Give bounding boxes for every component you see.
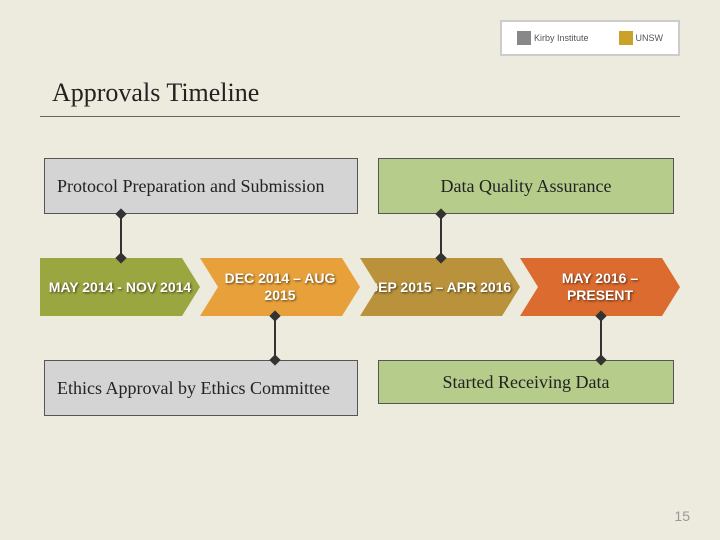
logo-bar: Kirby Institute UNSW: [500, 20, 680, 56]
title-divider: [40, 116, 680, 117]
logo-unsw-text: UNSW: [636, 33, 664, 43]
connector-1: [440, 214, 442, 258]
kirby-mark-icon: [517, 31, 531, 45]
phase-receiving-data: Started Receiving Data: [378, 360, 674, 404]
timeline-step-label: SEP 2015 – APR 2016: [361, 279, 519, 296]
timeline-step-3: MAY 2016 – PRESENT: [520, 258, 680, 316]
timeline-step-0: MAY 2014 - NOV 2014: [40, 258, 200, 316]
timeline-step-label: MAY 2016 – PRESENT: [520, 270, 680, 304]
timeline-arrow-row: MAY 2014 - NOV 2014DEC 2014 – AUG 2015SE…: [40, 258, 680, 316]
phase-data-quality-label: Data Quality Assurance: [441, 176, 612, 197]
phase-data-quality: Data Quality Assurance: [378, 158, 674, 214]
phase-receiving-data-label: Started Receiving Data: [443, 372, 610, 393]
logo-kirby: Kirby Institute: [517, 31, 589, 45]
phase-protocol-prep: Protocol Preparation and Submission: [44, 158, 358, 214]
phase-ethics-approval-label: Ethics Approval by Ethics Committee: [57, 378, 330, 399]
timeline-step-label: DEC 2014 – AUG 2015: [200, 270, 360, 304]
connector-3: [600, 316, 602, 360]
timeline-step-2: SEP 2015 – APR 2016: [360, 258, 520, 316]
phase-ethics-approval: Ethics Approval by Ethics Committee: [44, 360, 358, 416]
connector-2: [274, 316, 276, 360]
page-number: 15: [674, 508, 690, 524]
timeline-step-1: DEC 2014 – AUG 2015: [200, 258, 360, 316]
logo-kirby-text: Kirby Institute: [534, 33, 589, 43]
logo-unsw: UNSW: [619, 31, 664, 45]
phase-protocol-prep-label: Protocol Preparation and Submission: [57, 176, 324, 197]
page-title: Approvals Timeline: [52, 78, 259, 108]
timeline-step-label: MAY 2014 - NOV 2014: [41, 279, 199, 296]
unsw-mark-icon: [619, 31, 633, 45]
connector-0: [120, 214, 122, 258]
